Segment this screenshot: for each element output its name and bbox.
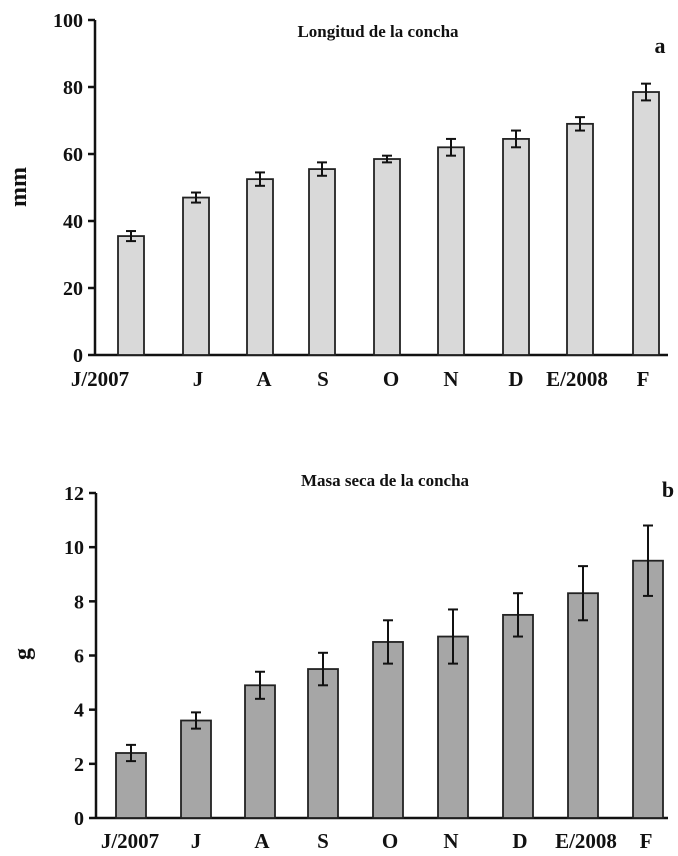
- panel-b-category-label: S: [317, 829, 329, 853]
- panel-b-y-axis-label: g: [10, 648, 36, 660]
- panel-a-category-label: N: [443, 367, 458, 391]
- panel-a-bar: [246, 178, 274, 356]
- panel-b-category-label: J/2007: [101, 829, 159, 853]
- panel-b-bar: [502, 613, 534, 819]
- panel-a-bar: [502, 138, 530, 356]
- panel-b-bar: [632, 559, 664, 819]
- panel-a-letter: a: [655, 33, 666, 58]
- panel-b-category-label: A: [254, 829, 270, 853]
- panel-a-category-label: O: [383, 367, 399, 391]
- panel-a-chart: Longitud de la concha a mm 020406080100 …: [6, 10, 668, 391]
- panel-b-bar: [180, 719, 212, 819]
- panel-b-y-tick-label: 0: [74, 808, 84, 830]
- panel-b-category-label: E/2008: [555, 829, 617, 853]
- panel-a-category-label: S: [317, 367, 329, 391]
- panel-a-category-label: J/2007: [71, 367, 129, 391]
- panel-b-y-tick-label: 4: [74, 700, 84, 722]
- panel-a-y-tick-label: 0: [73, 345, 83, 367]
- panel-b-y-tick-label: 2: [74, 754, 84, 776]
- panel-b-letter: b: [662, 477, 674, 502]
- panel-b-category-label: D: [512, 829, 527, 853]
- panel-b-bar: [437, 635, 469, 819]
- panel-b-y-tick-label: 8: [74, 591, 84, 613]
- panel-b-y-tick-label: 12: [64, 483, 84, 505]
- panel-b-bar: [567, 592, 599, 819]
- panel-a-category-label: F: [637, 367, 650, 391]
- panel-b-bar: [244, 684, 276, 819]
- panel-a-bar: [182, 196, 210, 356]
- panel-a-bar: [308, 168, 336, 356]
- panel-b-chart: Masa seca de la concha b g 0 2 4 6 8 10 12 J/2…: [10, 471, 674, 853]
- panel-a-y-tick-label: 80: [63, 77, 83, 99]
- panel-b-bar: [307, 668, 339, 819]
- panel-a-bar: [632, 91, 660, 356]
- panel-a-category-label: J: [193, 367, 204, 391]
- panel-a-y-tick-label: 20: [63, 278, 83, 300]
- panel-a-bar: [373, 158, 401, 356]
- panel-a-y-axis-label: mm: [6, 167, 32, 207]
- panel-a-title: Longitud de la concha: [297, 22, 459, 41]
- panel-a-category-label: D: [508, 367, 523, 391]
- panel-b-category-label: O: [382, 829, 398, 853]
- panel-a-category-label: E/2008: [546, 367, 608, 391]
- panel-b-bar: [115, 752, 147, 819]
- panel-a-y-tick-label: 100: [53, 10, 83, 32]
- panel-b-category-label: N: [443, 829, 458, 853]
- panel-b-y-tick-label: 10: [64, 537, 84, 559]
- panel-a-category-label: A: [256, 367, 272, 391]
- panel-b-bar: [372, 641, 404, 819]
- panel-b-category-label: F: [640, 829, 653, 853]
- panel-a-y-tick-label: 60: [63, 144, 83, 166]
- panel-b-category-label: J: [191, 829, 202, 853]
- panel-a-bar: [566, 122, 594, 356]
- panel-b-title: Masa seca de la concha: [301, 471, 470, 490]
- panel-a-y-tick-label: 40: [63, 211, 83, 233]
- panel-a-bar: [437, 146, 465, 356]
- panel-a-bar: [117, 235, 145, 356]
- panel-b-y-tick-label: 6: [74, 646, 84, 668]
